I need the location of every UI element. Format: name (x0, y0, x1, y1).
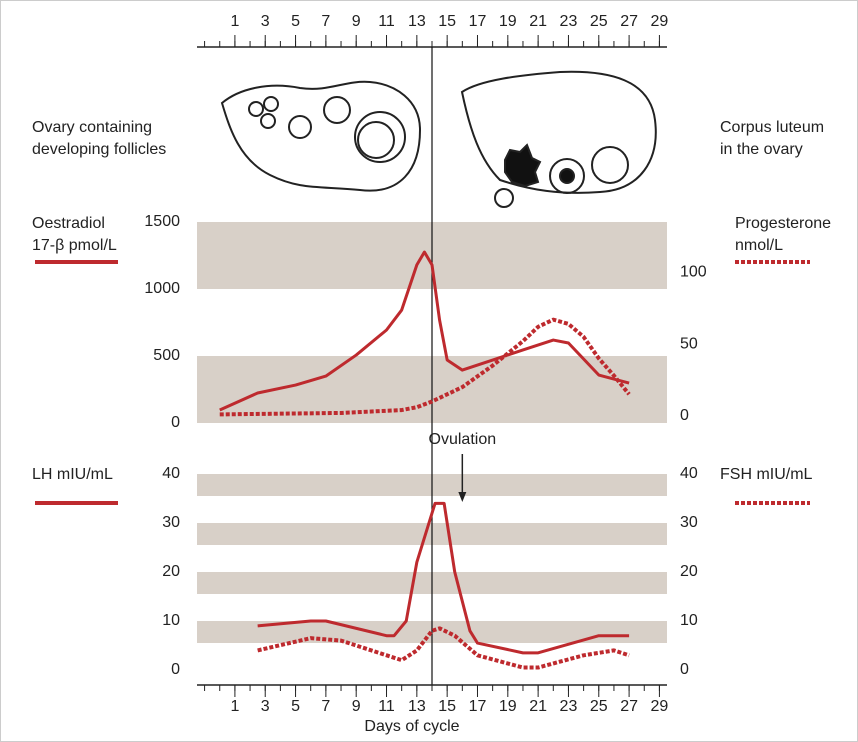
y2-tick-label: 40 (680, 465, 698, 482)
page: {"header": {"left_label": ["Ovary contai… (0, 0, 858, 742)
chart: Ovary containing developing follicles Co… (0, 0, 858, 742)
x-tick-label: 21 (529, 698, 547, 715)
y-axis-label: 17-β pmol/L (32, 237, 117, 254)
y2-axis-label: Progesterone (735, 215, 831, 232)
y2-tick-label: 10 (680, 612, 698, 629)
x-tick-label: 29 (651, 13, 669, 30)
x-tick-label: 9 (352, 13, 361, 30)
y2-tick-label: 0 (680, 407, 689, 424)
y2-tick-label: 30 (680, 514, 698, 531)
y2-tick-label: 0 (680, 661, 689, 678)
x-tick-label: 15 (438, 13, 456, 30)
x-tick-label: 13 (408, 698, 426, 715)
x-tick-label: 3 (261, 13, 270, 30)
y-tick-label: 40 (162, 465, 180, 482)
x-axis-label: Days of cycle (364, 718, 459, 735)
x-tick-label: 27 (620, 13, 638, 30)
y2-axis-label: FSH mIU/mL (720, 466, 813, 483)
x-tick-label: 13 (408, 13, 426, 30)
x-tick-label: 19 (499, 698, 517, 715)
x-tick-label: 11 (378, 13, 395, 30)
right-label: Corpus luteum (720, 119, 824, 136)
x-tick-label: 5 (291, 13, 300, 30)
x-tick-label: 25 (590, 698, 608, 715)
y2-tick-label: 20 (680, 563, 698, 580)
x-tick-label: 23 (560, 698, 578, 715)
x-tick-label: 3 (261, 698, 270, 715)
y-tick-label: 30 (162, 514, 180, 531)
x-tick-label: 29 (651, 698, 669, 715)
corpus-luteum-core (560, 169, 574, 183)
x-tick-label: 17 (469, 698, 487, 715)
x-tick-label: 1 (230, 698, 239, 715)
y2-axis-label: nmol/L (735, 237, 783, 254)
x-tick-label: 17 (469, 13, 487, 30)
left-label: Ovary containing (32, 119, 152, 136)
x-tick-label: 1 (230, 13, 239, 30)
x-tick-label: 9 (352, 698, 361, 715)
x-tick-label: 7 (321, 698, 330, 715)
x-tick-label: 7 (321, 13, 330, 30)
y-tick-label: 0 (171, 414, 180, 431)
y-tick-label: 0 (171, 661, 180, 678)
y-tick-label: 1000 (144, 280, 180, 297)
y-tick-label: 500 (153, 347, 180, 364)
x-tick-label: 21 (529, 13, 547, 30)
x-tick-label: 23 (560, 13, 578, 30)
right-label: in the ovary (720, 141, 803, 158)
x-tick-label: 25 (590, 13, 608, 30)
y-axis-label: Oestradiol (32, 215, 105, 232)
left-label: developing follicles (32, 141, 166, 158)
annotation: Ovulation (429, 431, 497, 448)
x-tick-label: 15 (438, 698, 456, 715)
y2-tick-label: 100 (680, 263, 707, 280)
x-tick-label: 19 (499, 13, 517, 30)
y-tick-label: 20 (162, 563, 180, 580)
y-axis-label: LH mIU/mL (32, 466, 113, 483)
y-tick-label: 10 (162, 612, 180, 629)
y-tick-label: 1500 (144, 213, 180, 230)
y2-tick-label: 50 (680, 335, 698, 352)
x-tick-label: 27 (620, 698, 638, 715)
x-tick-label: 5 (291, 698, 300, 715)
x-tick-label: 11 (378, 698, 395, 715)
